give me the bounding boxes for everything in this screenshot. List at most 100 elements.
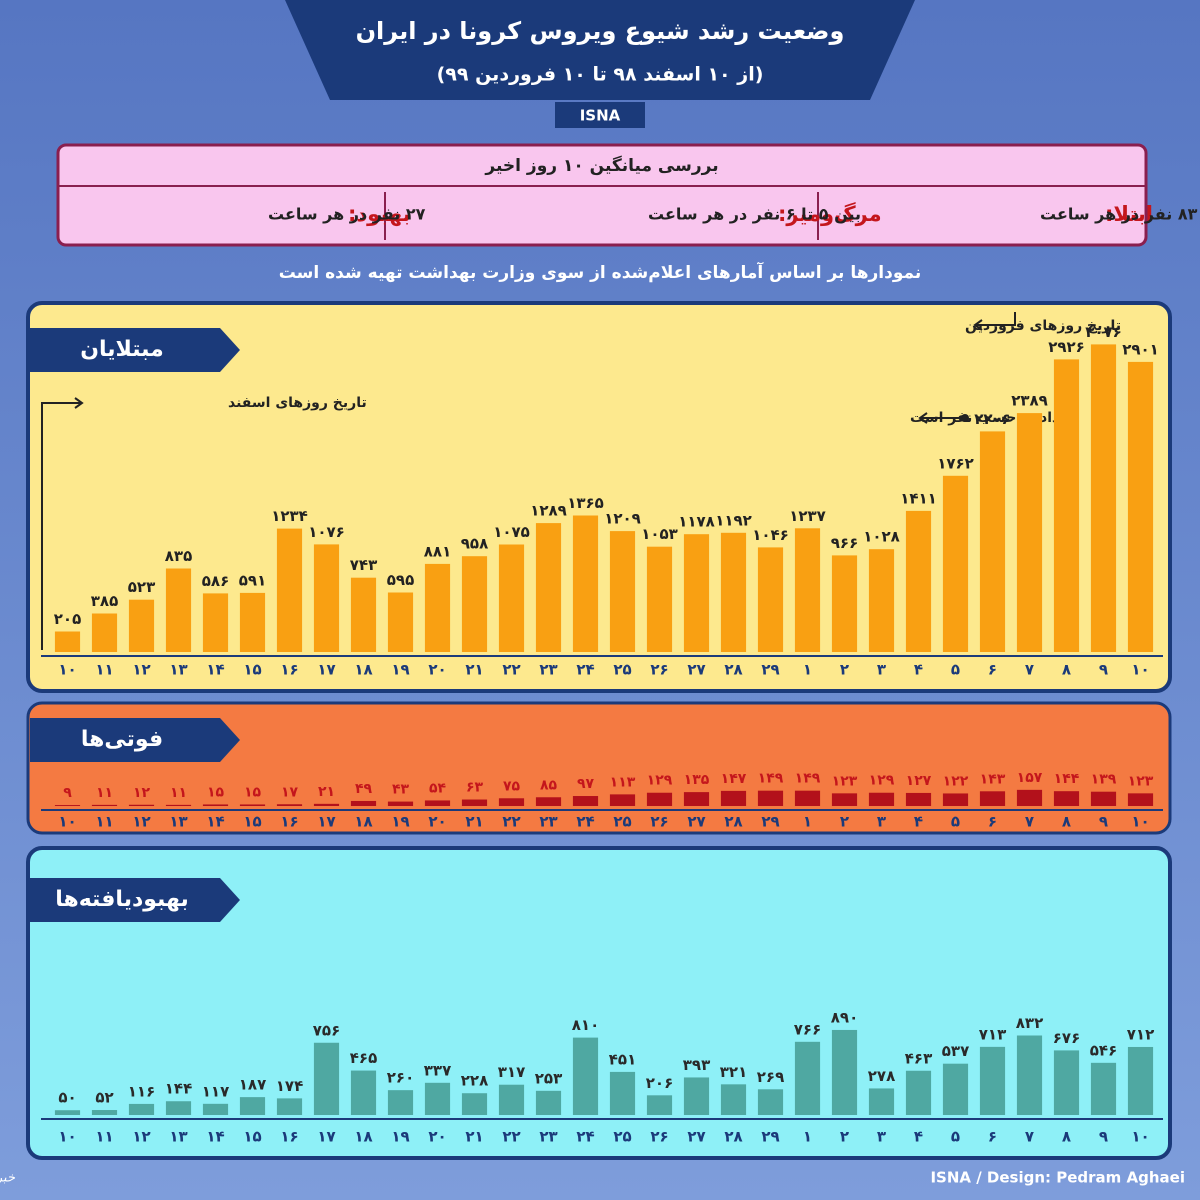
summary-heading: بررسی میانگین ۱۰ روز اخیر xyxy=(484,155,718,176)
chart-title: فوتی‌ها xyxy=(81,727,163,752)
value-label: ۵۸۶ xyxy=(202,572,229,590)
x-tick-label: ۸ xyxy=(1062,661,1071,679)
x-tick-label: ۲۰ xyxy=(428,813,446,831)
x-tick-label: ۱۲ xyxy=(132,661,150,679)
value-label: ۱۱۷۸ xyxy=(678,513,715,531)
x-tick-label: ۷ xyxy=(1025,1128,1034,1146)
x-tick-label: ۱۷ xyxy=(317,661,335,679)
x-tick-label: ۱۱ xyxy=(95,661,113,679)
value-label: ۱۸۷ xyxy=(239,1076,266,1094)
value-label: ۵۴۶ xyxy=(1090,1041,1117,1059)
x-tick-label: ۱۶ xyxy=(280,813,298,831)
annotation-arrow xyxy=(918,412,965,424)
x-tick-label: ۷ xyxy=(1025,661,1034,679)
value-label: ۵۰ xyxy=(58,1089,76,1107)
value-label: ۲۰۶ xyxy=(646,1074,673,1092)
value-label: ۶۳ xyxy=(466,780,484,796)
x-tick-label: ۱۰ xyxy=(1131,1128,1149,1146)
x-tick-label: ۱۳ xyxy=(169,813,187,831)
bar xyxy=(165,1101,192,1115)
x-tick-label: ۱۱ xyxy=(95,813,113,831)
value-label: ۸۸۱ xyxy=(424,542,451,560)
x-tick-label: ۹ xyxy=(1099,661,1108,679)
summary-box xyxy=(56,143,1148,247)
value-label: ۶۷۶ xyxy=(1053,1029,1080,1047)
value-label: ۱۵۷ xyxy=(1017,770,1043,786)
x-tick-label: ۱۷ xyxy=(317,1128,335,1146)
x-tick-label: ۵ xyxy=(951,813,960,831)
x-tick-label: ۲۳ xyxy=(539,661,557,679)
value-label: ۳۹۳ xyxy=(683,1056,710,1074)
bar xyxy=(165,804,192,806)
x-tick-label: ۴ xyxy=(914,813,923,831)
x-tick-label: ۲۶ xyxy=(650,813,668,831)
x-tick-label: ۱۹ xyxy=(391,813,409,831)
value-label: ۵۲ xyxy=(95,1089,113,1107)
value-label: ۲۹۲۶ xyxy=(1048,338,1085,356)
x-tick-label: ۲۴ xyxy=(576,813,594,831)
value-label: ۷۵ xyxy=(503,778,521,794)
bar xyxy=(609,531,636,652)
bar xyxy=(498,544,525,652)
summary-label: مرگ‌ومیر: xyxy=(778,201,882,226)
bar xyxy=(720,532,747,652)
bar xyxy=(202,804,229,806)
value-label: ۲۹۰۱ xyxy=(1122,340,1159,358)
bar xyxy=(535,1090,562,1115)
x-tick-label: ۲۶ xyxy=(650,1128,668,1146)
x-tick-label: ۱۵ xyxy=(243,813,261,831)
bar xyxy=(54,805,81,806)
bar xyxy=(1053,359,1080,652)
value-label: ۱۱۹۲ xyxy=(715,511,752,529)
value-label: ۲۵۳ xyxy=(535,1069,562,1087)
bar xyxy=(1016,1035,1043,1115)
x-tick-label: ۲۵ xyxy=(613,1128,631,1146)
header-title: وضعیت رشد شیوع ویروس کرونا در ایران xyxy=(356,17,845,45)
summary-text: ۸۳ نفر در هر ساعت xyxy=(1040,205,1198,224)
x-tick-label: ۲۹ xyxy=(761,1128,779,1146)
value-label: ۸۵ xyxy=(540,777,558,793)
bar xyxy=(239,592,266,652)
value-label: ۱۲۹ xyxy=(869,773,895,789)
value-label: ۷۱۳ xyxy=(979,1025,1006,1043)
value-label: ۲۷۸ xyxy=(868,1067,895,1085)
x-tick-label: ۱۲ xyxy=(132,1128,150,1146)
bar xyxy=(239,804,266,806)
bar xyxy=(461,799,488,806)
value-label: ۱۲ xyxy=(133,785,151,801)
bar xyxy=(91,804,118,806)
footer-agency: خبرگزاری دانشجویان ایران، ایسنا xyxy=(0,1170,16,1186)
x-tick-label: ۲۸ xyxy=(724,813,742,831)
bar xyxy=(54,631,81,652)
bar xyxy=(91,1110,118,1115)
value-label: ۷۶۶ xyxy=(794,1020,821,1038)
chart-title: بهبودیافته‌ها xyxy=(55,887,189,912)
x-tick-label: ۳ xyxy=(877,813,886,831)
value-label: ۱۴۹ xyxy=(758,771,784,787)
value-label: ۱۱ xyxy=(96,785,113,801)
x-tick-label: ۱۲ xyxy=(132,813,150,831)
x-tick-label: ۱۵ xyxy=(243,661,261,679)
value-label: ۵۳۷ xyxy=(942,1042,969,1060)
bar xyxy=(350,1070,377,1115)
value-label: ۲۲۸ xyxy=(461,1072,488,1090)
x-tick-label: ۶ xyxy=(988,661,997,679)
x-tick-label: ۱۰ xyxy=(1131,813,1149,831)
x-tick-label: ۲۳ xyxy=(539,813,557,831)
bar xyxy=(757,547,784,652)
bar xyxy=(498,798,525,806)
value-label: ۹۷ xyxy=(577,776,595,792)
x-tick-label: ۲۱ xyxy=(465,661,483,679)
bar xyxy=(572,796,599,806)
x-tick-label: ۲۵ xyxy=(613,661,631,679)
value-label: ۱۰۷۶ xyxy=(308,523,345,541)
x-tick-label: ۲۵ xyxy=(613,813,631,831)
bar xyxy=(276,1098,303,1115)
x-tick-label: ۲۰ xyxy=(428,1128,446,1146)
x-tick-label: ۲۴ xyxy=(576,661,594,679)
bar xyxy=(942,475,969,652)
value-label: ۵۴ xyxy=(429,780,447,796)
value-label: ۸۳۵ xyxy=(165,547,192,565)
x-tick-label: ۲ xyxy=(840,661,849,679)
